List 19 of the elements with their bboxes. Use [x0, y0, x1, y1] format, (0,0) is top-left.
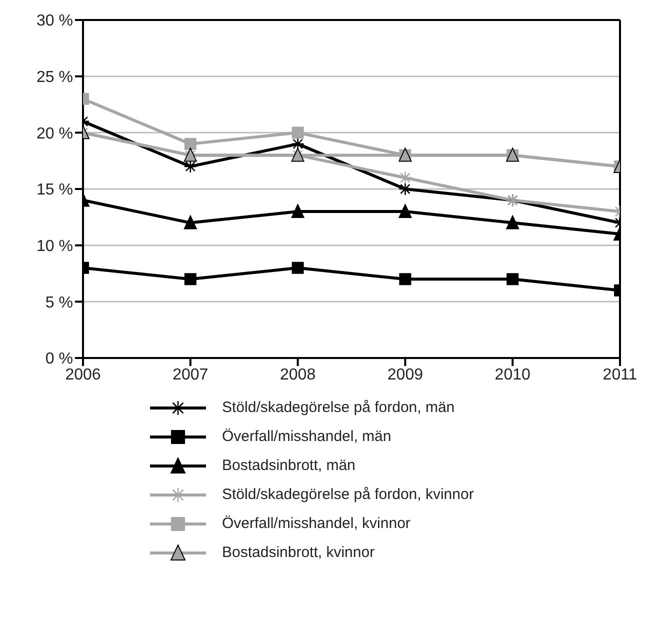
x-tick-label: 2010	[494, 366, 530, 384]
legend-label: Bostadsinbrott, män	[222, 457, 356, 474]
y-tick-label: 25 %	[36, 69, 73, 86]
legend-label: Överfall/misshandel, kvinnor	[222, 515, 410, 532]
x-tick-label: 2008	[280, 366, 316, 384]
y-tick-label: 20 %	[36, 125, 73, 142]
y-tick-label: 10 %	[36, 238, 73, 256]
y-tick-label: 30 %	[36, 12, 73, 30]
legend-label: Överfall/misshandel, män	[222, 428, 392, 445]
x-tick-label: 2007	[172, 366, 208, 384]
legend-label: Stöld/skadegörelse på fordon, män	[222, 399, 455, 416]
y-tick-label: 0 %	[45, 350, 73, 368]
y-tick-label: 15 %	[36, 182, 73, 199]
legend-label: Stöld/skadegörelse på fordon, kvinnor	[222, 486, 474, 503]
x-tick-label: 2009	[387, 366, 424, 384]
legend-label: Bostadsinbrott, kvinnor	[222, 544, 375, 561]
x-tick-label: 2011	[602, 366, 638, 384]
x-tick-label: 2006	[65, 366, 101, 384]
y-tick-label: 5 %	[45, 294, 73, 312]
